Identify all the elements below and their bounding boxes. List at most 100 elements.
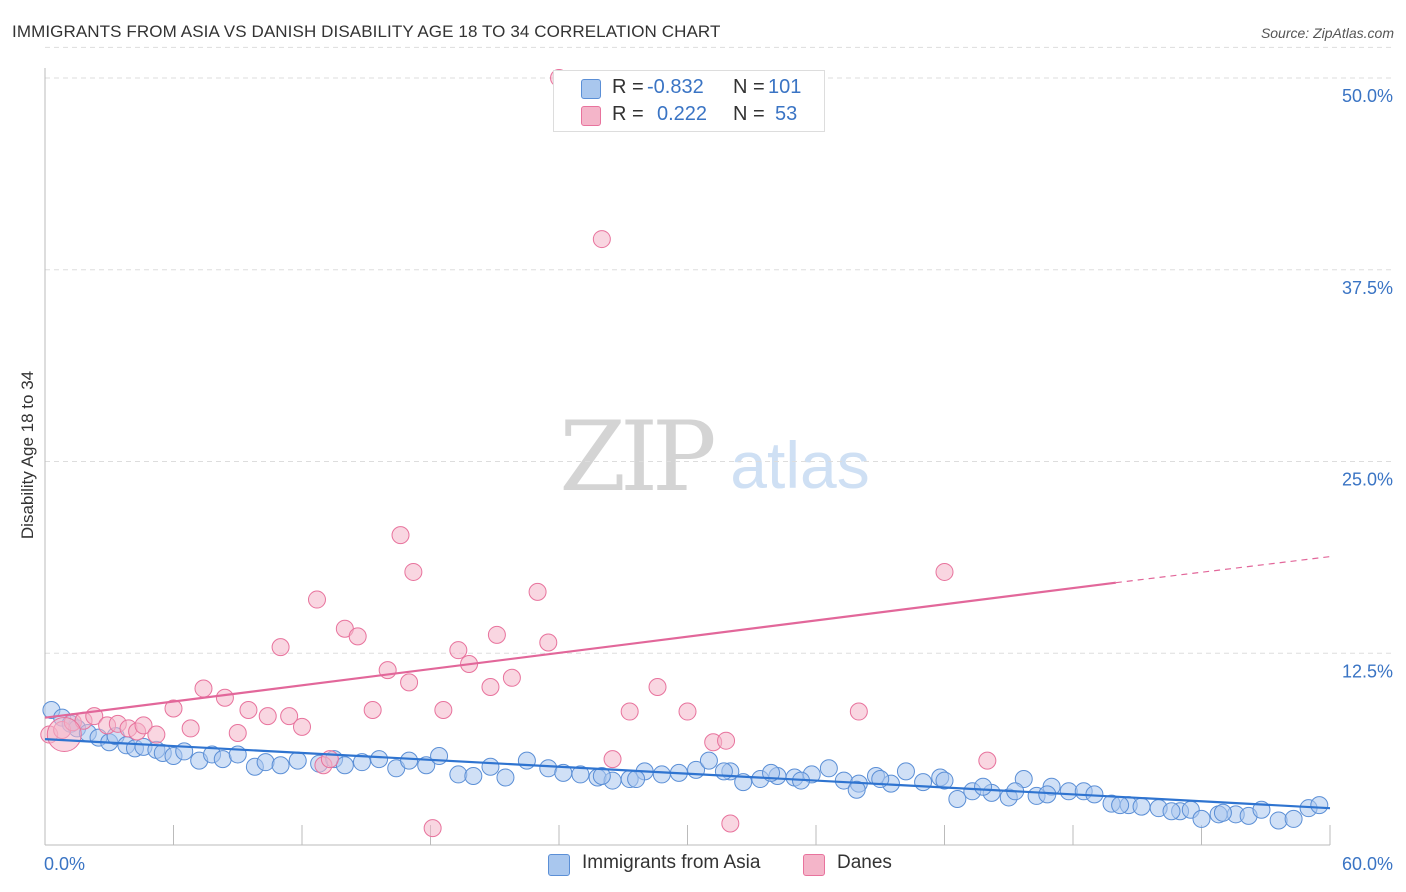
data-point-blue — [1310, 796, 1329, 815]
data-point-blue — [1162, 802, 1181, 821]
data-point-pink — [502, 668, 521, 687]
trend-line-blue — [44, 738, 1331, 810]
legend-n-value: 101 — [768, 76, 802, 98]
data-point-pink — [194, 679, 213, 698]
data-point-blue — [1269, 811, 1288, 830]
bottom-legend-label: Danes — [837, 852, 892, 873]
chart-title: IMMIGRANTS FROM ASIA VS DANISH DISABILIT… — [12, 22, 721, 41]
data-point-blue — [464, 766, 483, 785]
data-point-blue — [517, 751, 536, 770]
data-point-pink — [620, 702, 639, 721]
trend-line-pink-extension — [1115, 556, 1331, 584]
data-point-blue — [213, 750, 232, 769]
y-tick-label: 50.0% — [1342, 86, 1393, 106]
data-point-blue — [819, 759, 838, 778]
data-point-blue — [1014, 770, 1033, 789]
data-point-blue — [699, 751, 718, 770]
legend-n-label: N = — [733, 76, 765, 98]
data-point-pink — [348, 627, 367, 646]
data-point-pink — [978, 751, 997, 770]
grid-lines — [45, 46, 1392, 654]
data-point-blue — [652, 765, 671, 784]
data-point-pink — [678, 702, 697, 721]
data-point-pink — [181, 719, 200, 738]
y-tick-label: 12.5% — [1342, 661, 1393, 681]
data-point-blue — [539, 759, 558, 778]
bottom-legend-label: Immigrants from Asia — [582, 852, 761, 873]
y-tick-label: 37.5% — [1342, 278, 1393, 298]
y-tick-labels: 12.5% 25.0% 37.5% 50.0% — [1342, 86, 1393, 681]
data-point-pink — [280, 707, 299, 726]
data-point-pink — [592, 230, 611, 249]
data-point-pink — [935, 562, 954, 581]
data-point-blue — [1132, 797, 1151, 816]
data-point-blue — [948, 789, 967, 808]
legend-swatch-blue — [581, 79, 601, 99]
y-tick-label: 25.0% — [1342, 470, 1393, 490]
data-point-pink — [307, 590, 326, 609]
x-tick-label-min: 0.0% — [44, 854, 85, 874]
legend-n-value: 53 — [775, 103, 798, 125]
data-point-blue — [571, 765, 590, 784]
data-point-blue — [1213, 803, 1232, 822]
legend-n-label: N = — [733, 103, 765, 125]
data-point-blue — [896, 762, 915, 781]
data-point-pink — [46, 717, 82, 753]
data-point-blue — [449, 765, 468, 784]
data-point-blue — [1284, 809, 1303, 828]
data-point-pink — [258, 707, 277, 726]
data-point-blue — [847, 780, 866, 799]
data-point-blue — [481, 757, 500, 776]
data-point-pink — [363, 701, 382, 720]
data-point-pink — [271, 638, 290, 657]
watermark-atlas: atlas — [730, 428, 869, 502]
data-point-pink — [648, 677, 667, 696]
data-point-pink — [449, 641, 468, 660]
data-point-pink — [539, 633, 558, 652]
data-point-blue — [592, 766, 611, 785]
data-point-pink — [528, 582, 547, 601]
data-point-pink — [400, 673, 419, 692]
trend-line-pink — [44, 581, 1116, 719]
data-point-pink — [215, 688, 234, 707]
data-point-blue — [935, 771, 954, 790]
legend-swatch-pink — [581, 106, 601, 126]
data-point-pink — [239, 701, 258, 720]
data-point-blue — [256, 753, 275, 772]
legend-r-label: R = — [612, 76, 644, 98]
data-point-pink — [228, 724, 247, 743]
data-point-blue — [288, 751, 307, 770]
legend-r-label: R = — [612, 103, 644, 125]
watermark: ZIP atlas — [559, 401, 869, 513]
data-point-pink — [603, 750, 622, 769]
data-point-pink — [147, 725, 166, 744]
data-point-blue — [914, 773, 933, 792]
data-point-blue — [627, 770, 646, 789]
data-point-pink — [164, 699, 183, 718]
data-point-blue — [400, 751, 419, 770]
data-point-pink — [391, 526, 410, 545]
data-point-pink — [849, 702, 868, 721]
legend-r-value: 0.222 — [657, 103, 708, 125]
bottom-legend-swatch-pink — [803, 854, 825, 876]
data-point-blue — [1059, 782, 1078, 801]
data-point-blue — [370, 750, 389, 769]
data-point-blue — [496, 768, 515, 787]
data-point-pink — [293, 717, 311, 736]
source-label: Source: ZipAtlas.com — [1260, 25, 1394, 41]
data-point-blue — [974, 777, 993, 796]
data-point-blue — [335, 756, 354, 775]
legend-r-value: -0.832 — [647, 76, 704, 98]
data-point-pink — [717, 731, 736, 750]
data-point-pink — [134, 716, 153, 735]
data-point-pink — [481, 677, 500, 696]
trend-lines — [44, 556, 1331, 810]
data-point-pink — [423, 819, 442, 838]
data-point-blue — [1192, 809, 1211, 828]
data-point-pink — [434, 701, 453, 720]
data-point-pink — [487, 625, 506, 644]
data-point-blue — [1111, 796, 1130, 815]
data-point-pink — [721, 814, 740, 833]
data-point-blue — [271, 756, 290, 775]
